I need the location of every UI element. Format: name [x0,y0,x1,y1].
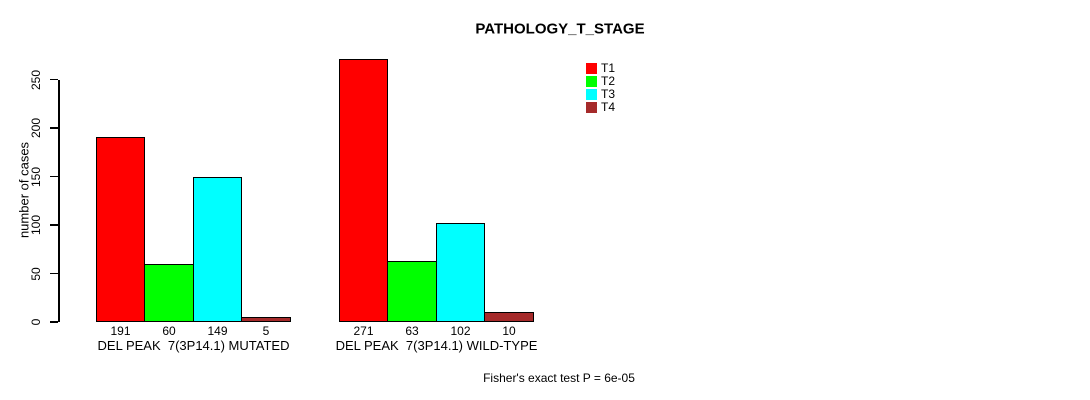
legend-swatch-t3 [586,89,597,100]
legend-item-t1: T1 [586,61,616,75]
legend-label: T1 [601,61,616,75]
y-axis-tick-label: 200 [29,117,43,139]
bar-value-label: 149 [207,324,228,338]
legend-label: T4 [601,100,616,114]
y-axis-tick-label: 50 [29,266,43,281]
legend-item-t2: T2 [586,74,616,88]
y-axis-tick [50,127,58,129]
y-axis-tick [50,175,58,178]
y-axis-tick [50,78,58,81]
y-axis-tick [50,272,58,275]
bar-t3-group1 [193,177,242,322]
bar-t4-group2 [484,312,534,322]
category-label: DEL PEAK 7(3P14.1) WILD-TYPE [335,338,538,353]
legend-label: T3 [601,87,616,101]
bar-value-label: 60 [162,324,176,338]
bar-value-label: 102 [450,324,471,338]
bar-t3-group2 [436,223,485,322]
y-axis-tick-label: 0 [29,318,43,326]
bar-t2-group2 [387,261,437,322]
bar-value-label: 63 [405,324,419,338]
category-label: DEL PEAK 7(3P14.1) MUTATED [97,338,290,353]
y-axis-tick-label: 250 [29,69,43,90]
legend-swatch-t2 [586,76,597,87]
bar-t1-group1 [96,137,145,322]
legend-item-t4: T4 [586,100,616,114]
legend-swatch-t1 [586,63,597,74]
bar-value-label: 191 [110,324,131,338]
bar-value-label: 271 [353,324,374,338]
bar-t4-group1 [241,317,291,322]
y-axis-tick [50,321,58,323]
legend: T1 T2 T3 T4 [586,61,616,115]
chart-title: PATHOLOGY_T_STAGE [475,20,645,38]
bar-value-label: 5 [262,324,270,338]
fishers-test-annotation: Fisher's exact test P = 6e-05 [483,371,635,385]
legend-swatch-t4 [586,102,597,113]
legend-item-t3: T3 [586,87,616,101]
y-axis-line [58,79,60,322]
bar-value-label: 10 [502,324,516,338]
y-axis-tick [50,224,58,226]
bar-t1-group2 [339,59,388,322]
y-axis-tick-label: 100 [29,214,43,236]
y-axis-tick-label: 150 [29,166,43,187]
legend-label: T2 [601,74,616,88]
bar-t2-group1 [144,264,194,322]
